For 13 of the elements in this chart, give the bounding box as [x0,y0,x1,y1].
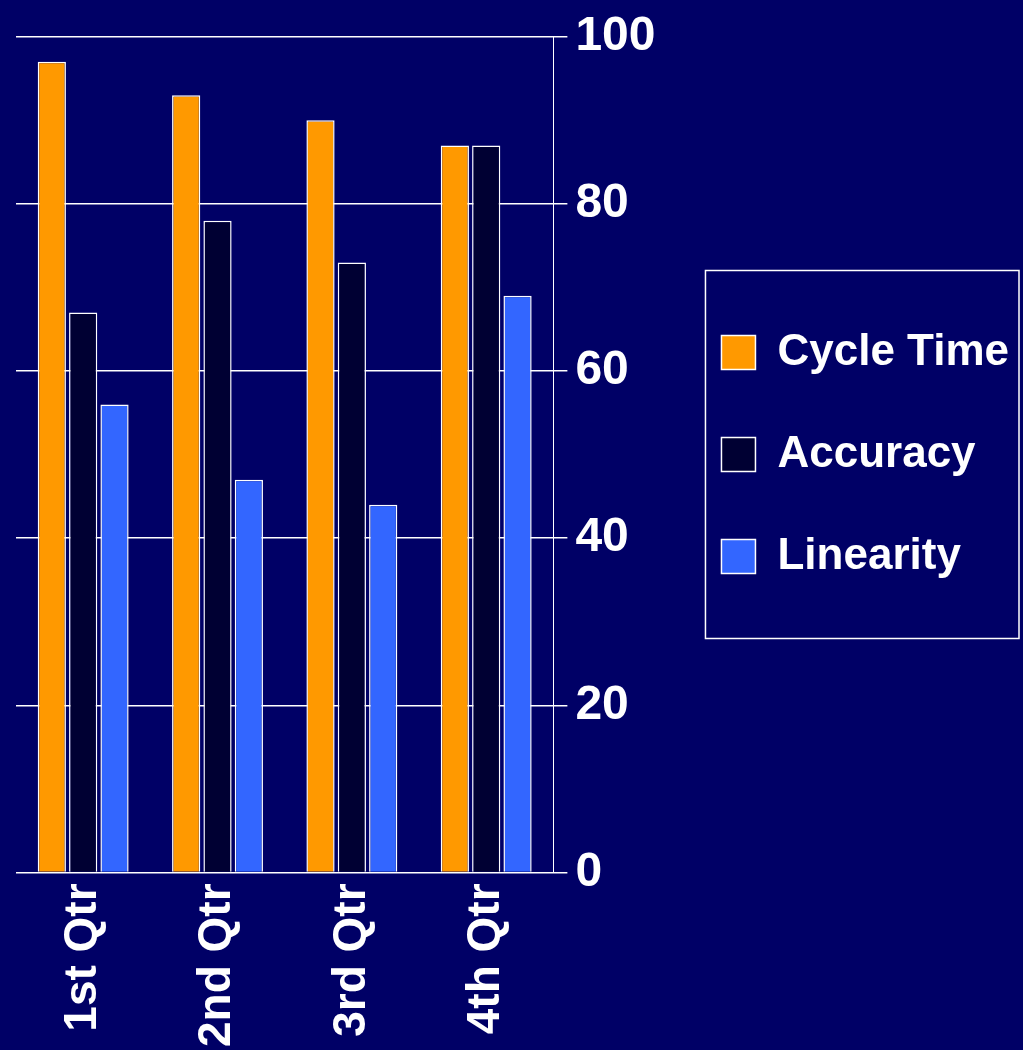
y-tick-label: 20 [575,675,629,729]
y-tick-label: 0 [575,842,603,896]
legend-label: Accuracy [777,426,977,476]
x-tick-label: 4th Qtr [456,883,509,1035]
legend-label: Linearity [777,528,962,578]
y-tick-label: 80 [575,174,629,228]
x-tick-label: 2nd Qtr [188,883,241,1047]
x-tick-label: 1st Qtr [53,883,106,1032]
legend-label: Cycle Time [777,324,1010,374]
y-tick-label: 100 [575,7,656,61]
y-tick-label: 40 [575,508,629,562]
x-tick-label: 3rd Qtr [322,883,375,1037]
y-tick-label: 60 [575,341,629,395]
